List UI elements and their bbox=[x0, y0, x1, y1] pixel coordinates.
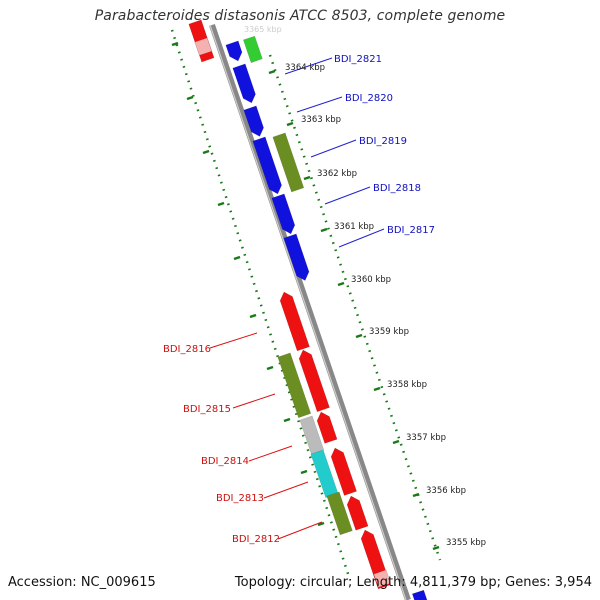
rna-feature bbox=[242, 35, 263, 64]
gene-label-forward[interactable]: BDI_2819 bbox=[359, 136, 407, 147]
tick-label: 3357 kbp bbox=[406, 433, 446, 443]
reverse-cds bbox=[298, 349, 330, 413]
misc-feature bbox=[277, 352, 312, 419]
inner-dotted-guide bbox=[268, 54, 442, 561]
forward-cds bbox=[232, 63, 256, 104]
tick-mark bbox=[283, 417, 291, 423]
gene-label-reverse[interactable]: BDI_2816 bbox=[163, 344, 211, 355]
reverse-cds bbox=[316, 411, 338, 444]
top-partial-label: 3365 kbp bbox=[244, 25, 282, 34]
tick-mark bbox=[317, 521, 325, 527]
callout-line bbox=[277, 521, 323, 540]
misc-feature bbox=[326, 491, 353, 536]
tick-label: 3364 kbp bbox=[285, 63, 325, 73]
gene-label-forward[interactable]: BDI_2817 bbox=[387, 225, 435, 236]
tick-label: 3359 kbp bbox=[369, 327, 409, 337]
tick-mark bbox=[186, 95, 194, 101]
callout-line bbox=[338, 228, 385, 248]
tick-mark bbox=[373, 386, 381, 392]
callout-line bbox=[284, 57, 333, 75]
accession-text: Accession: NC_009615 bbox=[8, 575, 156, 590]
tick-label: 3360 kbp bbox=[351, 275, 391, 285]
genome-backbone bbox=[209, 24, 411, 600]
misc-feature bbox=[272, 132, 305, 193]
gene-label-reverse[interactable]: BDI_2814 bbox=[201, 456, 249, 467]
gene-label-forward[interactable]: BDI_2818 bbox=[373, 183, 421, 194]
tick-mark bbox=[392, 439, 400, 445]
tick-label: 3355 kbp bbox=[446, 538, 486, 548]
tick-mark bbox=[355, 333, 363, 339]
reverse-cds bbox=[279, 291, 310, 352]
tick-label: 3363 kbp bbox=[301, 115, 341, 125]
gene-label-reverse[interactable]: BDI_2815 bbox=[183, 404, 231, 415]
callout-line bbox=[296, 96, 343, 113]
tick-mark bbox=[412, 492, 420, 498]
map-title: Parabacteroides distasonis ATCC 8503, co… bbox=[94, 8, 506, 24]
tick-mark bbox=[286, 121, 294, 127]
tick-mark bbox=[320, 227, 328, 233]
tick-mark bbox=[266, 365, 274, 371]
genome-summary-text: Topology: circular; Length: 4,811,379 bp… bbox=[234, 575, 592, 590]
tick-label: 3358 kbp bbox=[387, 380, 427, 390]
gene-label-reverse[interactable]: BDI_2812 bbox=[232, 534, 280, 545]
tick-mark bbox=[171, 41, 179, 47]
tick-mark bbox=[337, 281, 345, 287]
tick-mark bbox=[233, 255, 241, 261]
tick-mark bbox=[249, 313, 257, 319]
forward-cds bbox=[225, 40, 243, 62]
genome-backbone-highlight bbox=[209, 24, 407, 600]
reverse-cds-partial bbox=[194, 37, 213, 56]
reverse-cds-partial bbox=[373, 569, 392, 588]
outer-dotted-guide bbox=[170, 29, 352, 581]
tick-mark bbox=[268, 69, 276, 75]
misc-feature bbox=[310, 449, 339, 498]
tick-mark bbox=[303, 175, 311, 181]
callout-line bbox=[263, 481, 309, 499]
gene-label-forward[interactable]: BDI_2821 bbox=[334, 54, 382, 65]
tick-mark bbox=[432, 545, 440, 551]
gene-label-forward[interactable]: BDI_2820 bbox=[345, 93, 393, 104]
callout-line bbox=[209, 332, 258, 349]
forward-cds-partial bbox=[411, 589, 428, 600]
tick-mark bbox=[217, 201, 225, 207]
callout-line bbox=[310, 139, 357, 158]
tick-mark bbox=[202, 149, 210, 155]
forward-cds bbox=[252, 136, 282, 195]
forward-cds bbox=[243, 105, 264, 137]
forward-cds bbox=[283, 233, 310, 281]
reverse-cds bbox=[346, 495, 369, 531]
tick-label: 3362 kbp bbox=[317, 169, 357, 179]
forward-cds bbox=[271, 193, 296, 235]
tick-label: 3361 kbp bbox=[334, 222, 374, 232]
tick-label: 3356 kbp bbox=[426, 486, 466, 496]
callout-line bbox=[248, 445, 293, 462]
callout-line bbox=[232, 393, 276, 409]
callout-line bbox=[324, 186, 371, 205]
gene-label-reverse[interactable]: BDI_2813 bbox=[216, 493, 264, 504]
tick-mark bbox=[300, 469, 308, 475]
reverse-cds bbox=[330, 447, 357, 496]
